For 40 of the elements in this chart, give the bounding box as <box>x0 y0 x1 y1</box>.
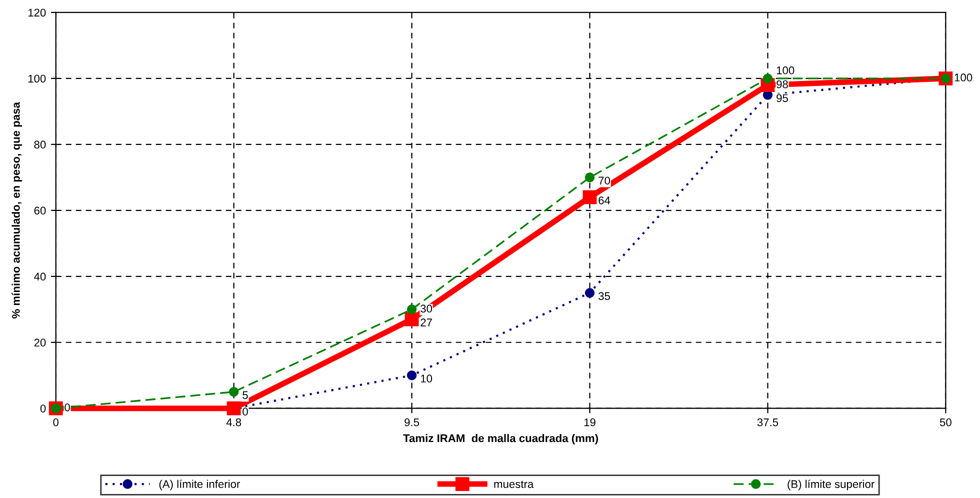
y-tick-label: 0 <box>40 404 46 412</box>
data-label: 35 <box>598 292 610 300</box>
legend-label: (B) límite superior <box>788 480 874 490</box>
data-label: 70 <box>598 176 610 185</box>
data-label: 5 <box>242 391 248 400</box>
x-tick-label: 19 <box>584 418 596 426</box>
x-tick-label: 37.5 <box>757 418 778 426</box>
point <box>762 74 773 84</box>
data-label: 0 <box>64 403 70 412</box>
x-tick-label: 4.8 <box>226 418 242 426</box>
point <box>406 370 417 380</box>
data-label: 100 <box>776 66 794 74</box>
y-tick-label: 60 <box>34 206 46 215</box>
point <box>582 190 597 204</box>
y-tick-label: 120 <box>28 8 46 17</box>
x-tick-label: 50 <box>940 418 952 426</box>
data-label: 64 <box>598 196 610 204</box>
y-tick-label: 20 <box>34 338 46 347</box>
data-label: 0 <box>242 408 248 416</box>
point <box>584 288 595 298</box>
data-label: 98 <box>776 80 788 88</box>
x-tick-label: 9.5 <box>404 418 420 426</box>
legend-label: (A) límite inferior <box>159 480 240 490</box>
y-tick-label: 40 <box>34 272 46 281</box>
data-label: 100 <box>954 74 972 82</box>
data-label: 30 <box>420 304 432 313</box>
data-label: 10 <box>420 374 432 383</box>
legend-label: muestra <box>494 480 534 488</box>
point <box>584 172 595 182</box>
point <box>406 304 417 314</box>
x-tick-label: 0 <box>53 418 59 426</box>
point <box>228 387 239 397</box>
y-tick-label: 100 <box>28 74 46 83</box>
y-tick-label: 80 <box>34 140 46 149</box>
data-label: 95 <box>776 94 788 102</box>
point <box>226 401 241 416</box>
data-label: 27 <box>420 318 432 326</box>
y-axis-title: % mínimo acumulado, en peso, que pasa <box>12 102 22 318</box>
point <box>404 312 419 326</box>
x-axis-title: Tamiz IRAM de malla cuadrada (mm) <box>403 434 598 444</box>
